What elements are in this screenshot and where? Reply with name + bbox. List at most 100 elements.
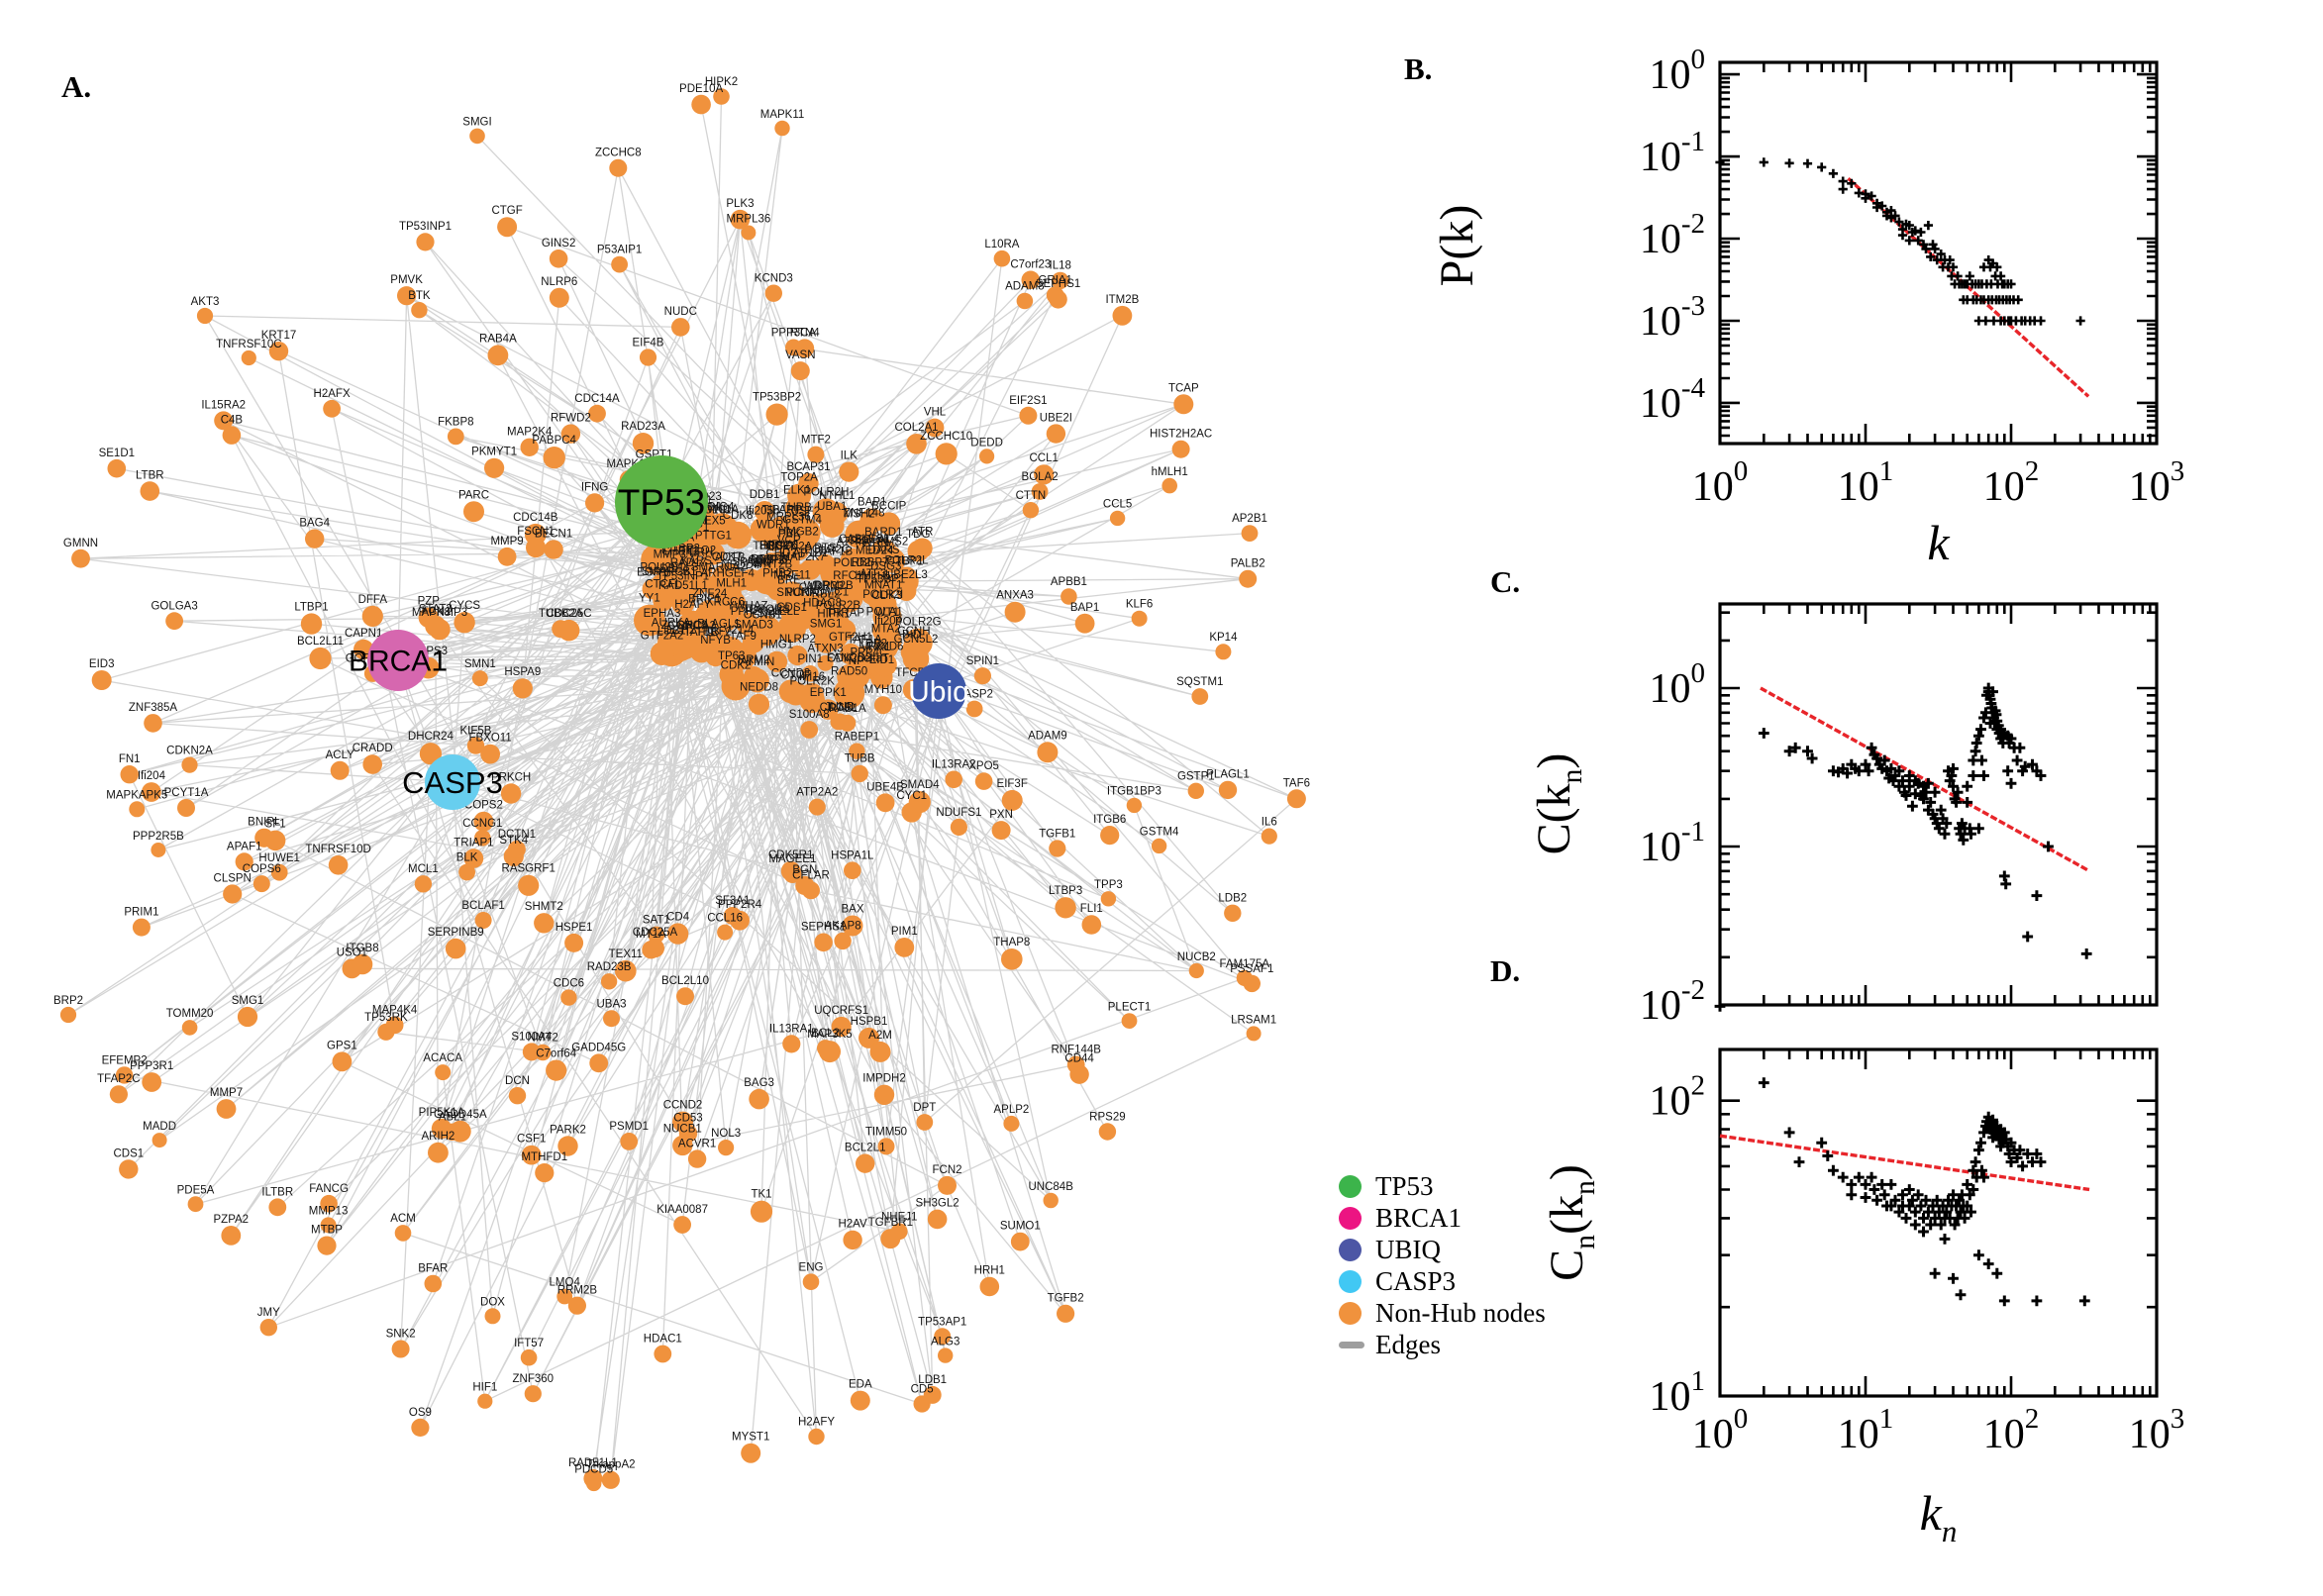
gene-node bbox=[794, 563, 812, 580]
gene-label: NEDD8 bbox=[740, 682, 778, 694]
gene-node bbox=[696, 600, 724, 628]
gene-label: COPS2 bbox=[464, 800, 503, 812]
gene-label: NR4A1 bbox=[763, 540, 800, 551]
gene-label: HUWE1 bbox=[258, 852, 300, 864]
gene-label: PPP2R4 bbox=[718, 899, 762, 911]
gene-label: ARHGEF4 bbox=[701, 567, 756, 579]
gene-label: RAD51L1 bbox=[568, 1457, 618, 1469]
gene-label: PDE5A bbox=[177, 1184, 215, 1196]
gene-node bbox=[216, 1099, 237, 1119]
gene-node bbox=[965, 700, 983, 718]
gene-node bbox=[620, 1133, 639, 1150]
gene-label: ATXN3 bbox=[807, 644, 843, 655]
gene-node bbox=[839, 568, 865, 595]
gene-label: ATRIP bbox=[837, 537, 869, 549]
gene-node bbox=[589, 1053, 609, 1073]
gene-label: CTTN bbox=[1016, 490, 1047, 502]
gene-node bbox=[1046, 424, 1066, 444]
gene-label: SPIN1 bbox=[966, 655, 999, 667]
gene-label: DARS bbox=[868, 545, 900, 556]
gene-node bbox=[107, 458, 127, 478]
fit-line bbox=[1719, 1134, 2090, 1192]
gene-label: PPP2R2B bbox=[731, 606, 782, 618]
gene-label: Ifi205b bbox=[746, 506, 780, 518]
gene-label: TOPORS bbox=[743, 604, 791, 616]
gene-label: LDB1 bbox=[657, 626, 686, 638]
axis-tick-label: 10-1 bbox=[1640, 126, 1705, 180]
gene-node bbox=[802, 665, 819, 682]
gene-node bbox=[689, 558, 713, 581]
gene-node bbox=[600, 973, 618, 990]
gene-label: CTBP1 bbox=[887, 556, 924, 568]
gene-label: WRN bbox=[861, 538, 888, 549]
axis-tick-label: 102 bbox=[1983, 1403, 2040, 1457]
gene-node bbox=[268, 342, 289, 361]
gene-label: LRSAM1 bbox=[1231, 1014, 1276, 1026]
gene-node bbox=[1031, 483, 1049, 500]
gene-node bbox=[856, 1153, 875, 1173]
gene-node bbox=[557, 1136, 578, 1156]
gene-node bbox=[691, 94, 711, 115]
gene-label: BAG4 bbox=[299, 518, 330, 530]
panel-a-label: A. bbox=[61, 69, 92, 104]
legend-item: Edges bbox=[1339, 1329, 1546, 1360]
gene-label: GSTM4 bbox=[782, 515, 822, 527]
gene-node bbox=[1057, 1304, 1075, 1323]
gene-node bbox=[750, 1200, 773, 1223]
gene-node bbox=[1162, 477, 1177, 494]
gene-label: BCL2 bbox=[811, 1028, 840, 1040]
gene-node bbox=[979, 1276, 1000, 1297]
gene-label: HIPK2 bbox=[705, 76, 738, 88]
gene-label: GOLGA3 bbox=[151, 600, 197, 612]
gene-label: BOLA2 bbox=[1022, 471, 1059, 483]
gene-label: KLF6 bbox=[1126, 599, 1154, 611]
gene-label: BRCA2 bbox=[678, 620, 716, 632]
gene-node bbox=[632, 433, 655, 454]
legend-item: BRCA1 bbox=[1339, 1202, 1546, 1234]
gene-label: CRADD bbox=[353, 743, 393, 754]
gene-label: ITGB1BP3 bbox=[1107, 786, 1162, 798]
gene-node bbox=[115, 1066, 134, 1084]
gene-label: SMARCA2 bbox=[691, 562, 747, 574]
gene-label: TUBB bbox=[845, 753, 875, 765]
legend-label: UBIQ bbox=[1375, 1234, 1441, 1264]
gene-label: PMS2 bbox=[877, 537, 908, 549]
gene-label: GADD45A bbox=[434, 1109, 487, 1121]
gene-node bbox=[646, 939, 664, 958]
gene-node bbox=[780, 860, 801, 881]
gene-label: Ifi204 bbox=[874, 616, 903, 628]
gene-node bbox=[1241, 525, 1259, 542]
gene-node bbox=[800, 721, 819, 739]
gene-node bbox=[142, 1072, 162, 1092]
gene-node bbox=[1019, 406, 1038, 425]
gene-node bbox=[1037, 742, 1059, 763]
gene-label: CD4 bbox=[666, 911, 690, 923]
gene-label: IFNG bbox=[581, 481, 609, 493]
gene-label: TAF1C bbox=[684, 627, 720, 639]
gene-label: CD5 bbox=[911, 1383, 934, 1395]
gene-label: hMLH1 bbox=[855, 571, 891, 583]
gene-label: CCL1 bbox=[1029, 452, 1058, 464]
gene-label: CCNB1 bbox=[744, 610, 782, 622]
axis-tick-label: 10-4 bbox=[1640, 372, 1706, 427]
hub-node-casp3 bbox=[425, 754, 480, 810]
gene-label: BAG3 bbox=[744, 1077, 774, 1089]
gene-node bbox=[687, 1149, 707, 1168]
gene-node bbox=[713, 88, 730, 105]
gene-label: SQSTM1 bbox=[1176, 676, 1223, 688]
gene-label: VRK1 bbox=[860, 642, 890, 653]
gene-label: ZCCHC10 bbox=[920, 431, 972, 443]
gene-node bbox=[567, 1296, 587, 1315]
gene-label: LMO4 bbox=[550, 1277, 581, 1289]
gene-label: STAT3 bbox=[419, 604, 453, 616]
gene-label: ACTB bbox=[715, 551, 746, 563]
axis-tick-label: 103 bbox=[2129, 1403, 2185, 1457]
gene-node bbox=[484, 457, 505, 478]
gene-label: ITM2B bbox=[1105, 294, 1139, 306]
gene-label: HSPA9 bbox=[504, 666, 541, 678]
gene-node bbox=[778, 679, 803, 704]
gene-node bbox=[411, 302, 428, 319]
gene-node bbox=[520, 1348, 538, 1366]
gene-label: ATMIN bbox=[740, 656, 774, 668]
gene-label: NEDD4 bbox=[721, 559, 760, 571]
